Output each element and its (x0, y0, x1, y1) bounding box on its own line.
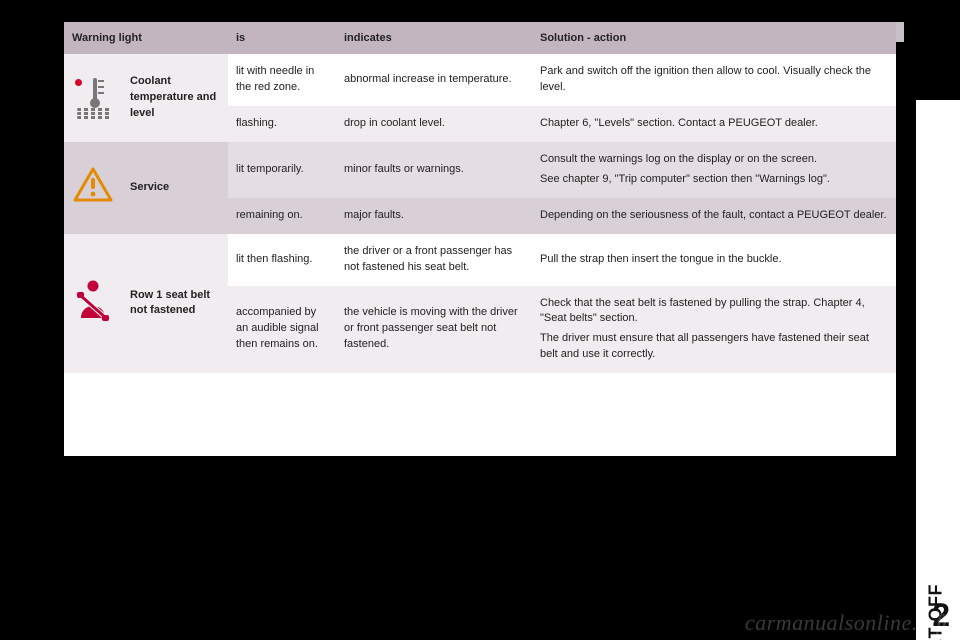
cell-indicates: the vehicle is moving with the driver or… (336, 286, 532, 374)
cell-indicates: minor faults or warnings. (336, 142, 532, 198)
cell-is: lit temporarily. (228, 142, 336, 198)
cell-solution: Depending on the seriousness of the faul… (532, 198, 896, 234)
cell-name: Service (122, 142, 228, 234)
cell-solution: Park and switch off the ignition then al… (532, 54, 896, 106)
cell-is: remaining on. (228, 198, 336, 234)
watermark: carmanualsonline.info (745, 610, 954, 636)
solution-text: Chapter 6, "Levels" section. Contact a P… (540, 116, 888, 132)
page-scroll-hint (896, 22, 904, 42)
coolant-temp-icon (73, 76, 113, 120)
cell-name: Row 1 seat belt not fastened (122, 234, 228, 374)
solution-text: See chapter 9, "Trip computer" section t… (540, 172, 888, 188)
col-is: is (228, 22, 336, 54)
side-tab: READY TO SET OFF 2 (916, 100, 960, 640)
solution-text: Check that the seat belt is fastened by … (540, 296, 888, 328)
solution-text: Pull the strap then insert the tongue in… (540, 252, 888, 268)
cell-indicates: the driver or a front passenger has not … (336, 234, 532, 286)
service-warning-icon (72, 166, 114, 204)
table-row: Row 1 seat belt not fastened lit then fl… (64, 234, 896, 286)
cell-is: lit then flashing. (228, 234, 336, 286)
cell-is: lit with needle in the red zone. (228, 54, 336, 106)
cell-is: accompanied by an audible signal then re… (228, 286, 336, 374)
seatbelt-icon (73, 278, 113, 322)
col-solution: Solution - action (532, 22, 896, 54)
cell-indicates: abnormal increase in temperature. (336, 54, 532, 106)
col-warning-light: Warning light (64, 22, 228, 54)
cell-solution: Chapter 6, "Levels" section. Contact a P… (532, 106, 896, 142)
col-indicates: indicates (336, 22, 532, 54)
table-row: Service lit temporarily. minor faults or… (64, 142, 896, 198)
cell-indicates: drop in coolant level. (336, 106, 532, 142)
solution-text: The driver must ensure that all passenge… (540, 331, 888, 363)
solution-text: Depending on the seriousness of the faul… (540, 208, 888, 224)
warning-lights-table: Warning light is indicates Solution - ac… (64, 22, 896, 373)
cell-solution: Check that the seat belt is fastened by … (532, 286, 896, 374)
cell-icon (64, 142, 122, 234)
cell-is: flashing. (228, 106, 336, 142)
cell-indicates: major faults. (336, 198, 532, 234)
cell-solution: Consult the warnings log on the display … (532, 142, 896, 198)
cell-icon (64, 234, 122, 374)
solution-text: Park and switch off the ignition then al… (540, 64, 888, 96)
cell-name: Coolant temperature and level (122, 54, 228, 142)
page: Warning light is indicates Solution - ac… (64, 22, 896, 456)
cell-solution: Pull the strap then insert the tongue in… (532, 234, 896, 286)
solution-text: Consult the warnings log on the display … (540, 152, 888, 168)
cell-icon (64, 54, 122, 142)
table-row: Coolant temperature and level lit with n… (64, 54, 896, 106)
table-header-row: Warning light is indicates Solution - ac… (64, 22, 896, 54)
